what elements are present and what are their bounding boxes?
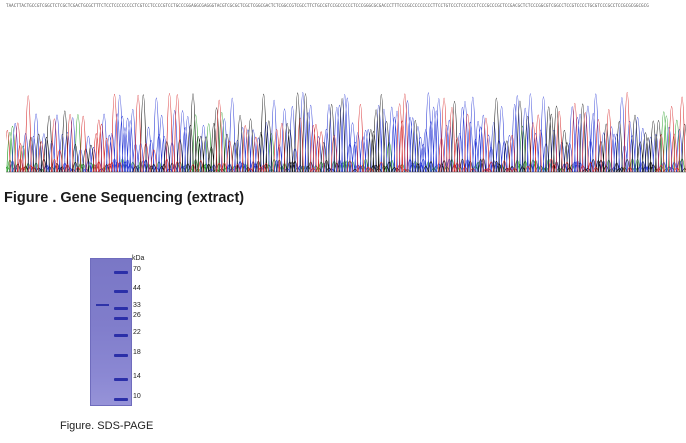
marker-label: 10 [133, 393, 141, 400]
sds-page-caption: Figure. SDS-PAGE [60, 420, 154, 432]
chromatogram-trace [6, 92, 686, 173]
marker-label: 26 [133, 312, 141, 319]
marker-label: 22 [133, 329, 141, 336]
kda-unit-label: kDa [132, 255, 145, 262]
ladder-band [114, 398, 128, 401]
ladder-band [114, 271, 128, 274]
marker-label: 33 [133, 302, 141, 309]
marker-label: 70 [133, 266, 141, 273]
ladder-band [114, 290, 128, 293]
marker-label: 14 [133, 373, 141, 380]
sample-band [96, 304, 109, 306]
gel-image [90, 258, 132, 406]
sequence-text: TAACTTACTGCCGTCGGCTCTCGCTCGACTGCGCTTTCTC… [6, 3, 649, 8]
ladder-band [114, 334, 128, 337]
ladder-band [114, 307, 128, 310]
ladder-band [114, 317, 128, 320]
ladder-band [114, 354, 128, 357]
marker-label: 44 [133, 285, 141, 292]
gene-sequencing-caption: Figure . Gene Sequencing (extract) [4, 190, 245, 206]
trace-C [9, 92, 683, 173]
ladder-band [114, 378, 128, 381]
marker-label: 18 [133, 349, 141, 356]
